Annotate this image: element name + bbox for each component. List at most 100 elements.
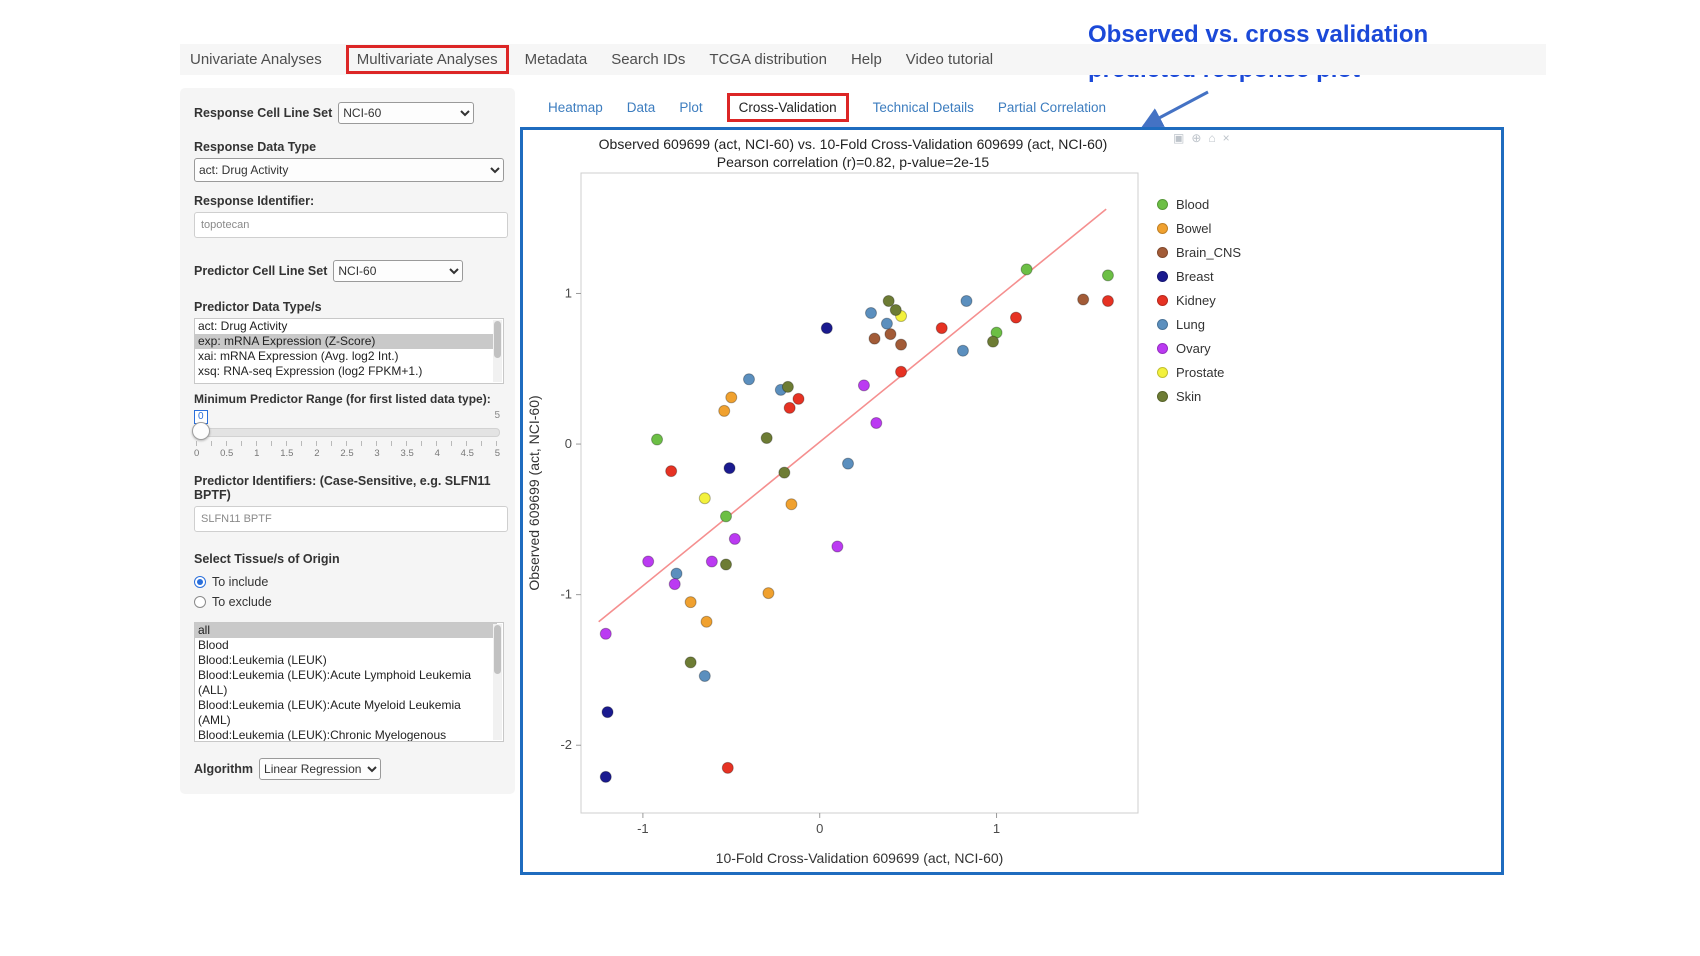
- tissue-option-blood[interactable]: Blood: [198, 638, 229, 652]
- data-point-kidney[interactable]: [1101, 295, 1114, 307]
- response-data-type-select[interactable]: act: Drug Activity: [194, 158, 504, 182]
- tissue-include-radio[interactable]: To include: [194, 572, 501, 592]
- legend-item-skin[interactable]: Skin: [1157, 384, 1241, 408]
- nav-item-metadata[interactable]: Metadata: [524, 51, 588, 68]
- data-point-skin[interactable]: [987, 335, 1000, 348]
- data-point-kidney[interactable]: [935, 322, 948, 335]
- scatter-plot[interactable]: -1 0 1 -2 -1 0 1 Observed 609699 (act, NCI-60) 1…: [523, 166, 1163, 872]
- data-point-bowel[interactable]: [785, 498, 798, 511]
- data-point-brain-cns[interactable]: [868, 332, 881, 345]
- radio-selected-icon[interactable]: [194, 576, 206, 588]
- subtab-data[interactable]: Data: [626, 99, 656, 115]
- data-point-ovary[interactable]: [705, 555, 718, 568]
- data-point-ovary[interactable]: [831, 540, 844, 553]
- predictor-data-type-option-exp-mrna-expression-z-score[interactable]: exp: mRNA Expression (Z-Score): [195, 334, 497, 349]
- data-point-kidney[interactable]: [895, 365, 908, 378]
- radio-unselected-icon[interactable]: [194, 596, 206, 608]
- data-point-breast[interactable]: [601, 706, 614, 719]
- legend-item-lung[interactable]: Lung: [1157, 312, 1241, 336]
- data-point-ovary[interactable]: [599, 627, 612, 640]
- data-point-skin[interactable]: [778, 466, 791, 479]
- plot-area[interactable]: [580, 172, 1139, 814]
- subtab-technical-details[interactable]: Technical Details: [872, 99, 974, 115]
- legend-item-bowel[interactable]: Bowel: [1157, 216, 1241, 240]
- data-point-lung[interactable]: [960, 295, 973, 307]
- nav-item-univariate-analyses[interactable]: Univariate Analyses: [190, 51, 322, 68]
- data-point-lung[interactable]: [880, 317, 893, 330]
- predictor-data-type-listbox[interactable]: act: Drug Activity exp: mRNA Expression (…: [194, 318, 504, 384]
- nav-item-help[interactable]: Help: [850, 51, 882, 68]
- subtab-plot[interactable]: Plot: [679, 99, 703, 115]
- legend-item-ovary[interactable]: Ovary: [1157, 336, 1241, 360]
- data-point-blood[interactable]: [651, 433, 664, 446]
- nav-item-tcga-distribution[interactable]: TCGA distribution: [709, 51, 827, 68]
- algorithm-select[interactable]: Linear Regression: [259, 758, 382, 780]
- data-point-bowel[interactable]: [684, 596, 697, 609]
- data-point-skin[interactable]: [882, 295, 895, 307]
- predictor-identifiers-input[interactable]: [194, 506, 508, 532]
- tissue-exclude-radio[interactable]: To exclude: [194, 592, 501, 612]
- slider-track[interactable]: [194, 428, 500, 437]
- data-point-bowel[interactable]: [762, 587, 775, 600]
- data-point-lung[interactable]: [842, 457, 855, 470]
- close-icon[interactable]: ×: [1222, 131, 1230, 145]
- nav-item-search-ids[interactable]: Search IDs: [611, 51, 686, 68]
- data-point-skin[interactable]: [719, 558, 732, 571]
- data-point-breast[interactable]: [723, 462, 736, 475]
- subtab-heatmap[interactable]: Heatmap: [548, 99, 603, 115]
- nav-item-video-tutorial[interactable]: Video tutorial: [905, 51, 994, 68]
- legend-item-kidney[interactable]: Kidney: [1157, 288, 1241, 312]
- tissue-option-blood-leukemia-leuk-chronic-my[interactable]: Blood:Leukemia (LEUK):Chronic Myelogenou…: [198, 728, 447, 742]
- tissue-option-all[interactable]: all: [195, 623, 497, 638]
- data-point-blood[interactable]: [719, 510, 732, 523]
- legend-item-prostate[interactable]: Prostate: [1157, 360, 1241, 384]
- legend-item-blood[interactable]: Blood: [1157, 192, 1241, 216]
- data-point-skin[interactable]: [781, 380, 794, 393]
- data-point-bowel[interactable]: [700, 615, 713, 628]
- data-point-brain-cns[interactable]: [884, 328, 897, 341]
- data-point-brain-cns[interactable]: [1077, 293, 1090, 306]
- subtab-cross-validation[interactable]: Cross-Validation: [726, 92, 849, 122]
- response-cell-line-set-select[interactable]: NCI-60: [338, 102, 475, 124]
- data-point-kidney[interactable]: [721, 761, 734, 774]
- data-point-skin[interactable]: [889, 304, 902, 317]
- data-point-breast[interactable]: [599, 770, 612, 783]
- data-point-lung[interactable]: [742, 373, 755, 386]
- data-point-brain-cns[interactable]: [895, 338, 908, 351]
- data-point-ovary[interactable]: [870, 416, 883, 429]
- scrollbar-thumb[interactable]: [494, 321, 501, 359]
- slider-handle[interactable]: [192, 422, 210, 440]
- data-point-ovary[interactable]: [642, 555, 655, 568]
- predictor-data-type-option-xsq-rna-seq-expression-log2-fp[interactable]: xsq: RNA-seq Expression (log2 FPKM+1.): [198, 364, 423, 378]
- data-point-lung[interactable]: [864, 307, 877, 320]
- min-predictor-range-slider[interactable]: 0 5 0 0.5 1 1.5 2 2.5 3 3.5 4 4.5 5: [192, 410, 500, 462]
- data-point-prostate[interactable]: [698, 492, 711, 505]
- zoom-icon[interactable]: ⊕: [1191, 131, 1202, 145]
- legend-item-breast[interactable]: Breast: [1157, 264, 1241, 288]
- tissue-origin-listbox[interactable]: all Blood Blood:Leukemia (LEUK) Blood:Leuke…: [194, 622, 504, 742]
- tissue-option-blood-leukemia-leuk-acute-lymp[interactable]: Blood:Leukemia (LEUK):Acute Lymphoid Leu…: [198, 668, 472, 697]
- predictor-data-type-option-xai-mrna-expression-avg-log2-i[interactable]: xai: mRNA Expression (Avg. log2 Int.): [198, 349, 399, 363]
- data-point-bowel[interactable]: [725, 391, 738, 404]
- data-point-kidney[interactable]: [665, 465, 678, 478]
- data-point-lung[interactable]: [698, 669, 711, 682]
- data-point-breast[interactable]: [820, 322, 833, 335]
- data-point-skin[interactable]: [760, 432, 773, 445]
- nav-item-multivariate-analyses[interactable]: Multivariate Analyses: [345, 45, 509, 74]
- data-point-lung[interactable]: [670, 567, 683, 580]
- camera-icon[interactable]: ▣: [1173, 131, 1185, 145]
- data-point-skin[interactable]: [684, 656, 697, 669]
- scrollbar[interactable]: [493, 320, 502, 382]
- scrollbar-thumb[interactable]: [494, 625, 501, 674]
- tissue-option-blood-leukemia-leuk-acute-myel[interactable]: Blood:Leukemia (LEUK):Acute Myeloid Leuk…: [198, 698, 461, 727]
- subtab-partial-correlation[interactable]: Partial Correlation: [997, 99, 1106, 115]
- predictor-data-type-option-act-drug-activity[interactable]: act: Drug Activity: [198, 319, 288, 333]
- response-identifier-input[interactable]: [194, 212, 508, 238]
- predictor-cell-line-set-select[interactable]: NCI-60: [333, 260, 464, 282]
- data-point-lung[interactable]: [956, 344, 969, 357]
- data-point-blood[interactable]: [1020, 263, 1033, 276]
- scrollbar[interactable]: [493, 624, 502, 740]
- reset-axes-icon[interactable]: ⌂: [1208, 131, 1216, 145]
- tissue-option-blood-leukemia-leuk[interactable]: Blood:Leukemia (LEUK): [198, 653, 327, 667]
- data-point-ovary[interactable]: [668, 578, 681, 591]
